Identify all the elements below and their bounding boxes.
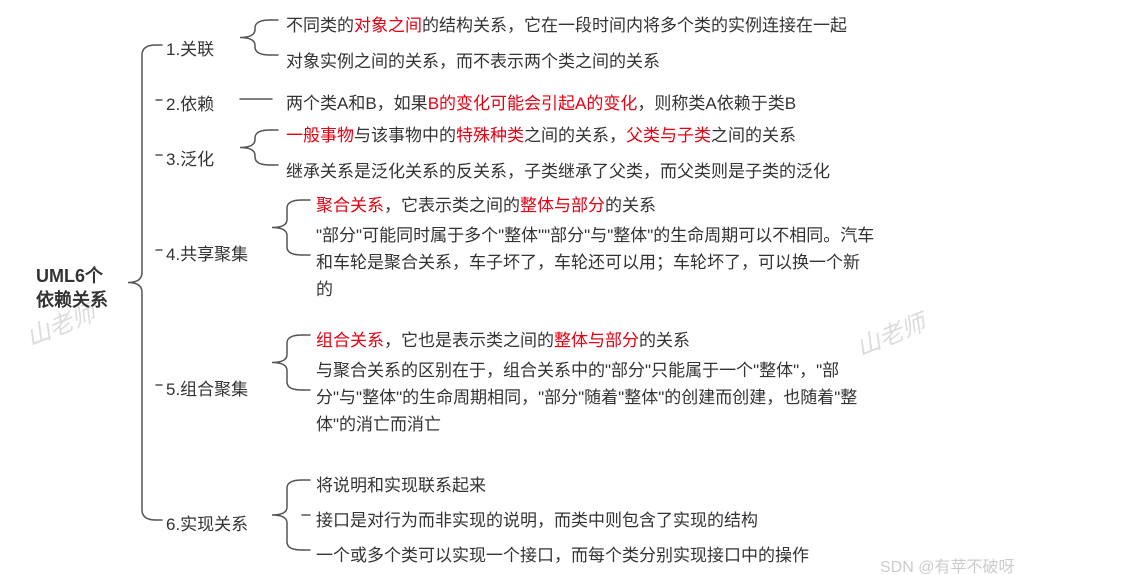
leaf-node: 与聚合关系的区别在于，组合关系中的"部分"只能属于一个"整体"，"部分"与"整体… [316, 357, 896, 439]
root-line1: UML6个 [36, 264, 108, 288]
leaf-text: 一个或多个类可以实现一个接口，而每个类分别实现接口中的操作 [316, 546, 809, 565]
leaf-text-highlight: 整体与部分 [554, 331, 639, 350]
leaf-text: 不同类的 [286, 16, 354, 35]
leaf-text: ，则称类A依赖于类B [637, 94, 796, 113]
leaf-text-highlight: 对象之间 [354, 16, 422, 35]
leaf-text: 与聚合关系的区别在于，组合关系中的"部分"只能属于一个"整体"，"部分"与"整体… [316, 361, 857, 434]
branch-label-text: 2.依赖 [166, 95, 214, 114]
branch-label-text: 6.实现关系 [166, 515, 248, 534]
leaf-node: 聚合关系，它表示类之间的整体与部分的关系 [316, 192, 876, 219]
root-line2: 依赖关系 [36, 288, 108, 312]
leaf-node: 不同类的对象之间的结构关系，它在一段时间内将多个类的实例连接在一起 [286, 12, 1006, 39]
leaf-text: 与该事物中的 [354, 126, 456, 145]
branch-label: 3.泛化 [166, 145, 214, 170]
leaf-node: 一个或多个类可以实现一个接口，而每个类分别实现接口中的操作 [316, 542, 1036, 569]
leaf-text: 继承关系是泛化关系的反关系，子类继承了父类，而父类则是子类的泛化 [286, 162, 830, 181]
leaf-text-highlight: 一般事物 [286, 126, 354, 145]
leaf-text: 的关系 [605, 196, 656, 215]
branch-label-text: 3.泛化 [166, 150, 214, 169]
leaf-node: 将说明和实现联系起来 [316, 472, 1036, 499]
leaf-node: 对象实例之间的关系，而不表示两个类之间的关系 [286, 48, 1006, 75]
leaf-node: 继承关系是泛化关系的反关系，子类继承了父类，而父类则是子类的泛化 [286, 158, 1006, 185]
leaf-node: 组合关系，它也是表示类之间的整体与部分的关系 [316, 327, 896, 354]
leaf-text-highlight: B的变化可能会引起A的变化 [428, 94, 638, 113]
leaf-node: "部分"可能同时属于多个"整体""部分"与"整体"的生命周期可以不相同。汽车和车… [316, 222, 876, 304]
leaf-text: 两个类A和B，如果 [286, 94, 428, 113]
leaf-text: 对象实例之间的关系，而不表示两个类之间的关系 [286, 52, 660, 71]
leaf-text-highlight: 父类与子类 [626, 126, 711, 145]
leaf-node: 两个类A和B，如果B的变化可能会引起A的变化，则称类A依赖于类B [286, 90, 1006, 117]
leaf-text: 的结构关系，它在一段时间内将多个类的实例连接在一起 [422, 16, 847, 35]
leaf-text: 的关系 [639, 331, 690, 350]
root-node: UML6个依赖关系 [36, 264, 108, 313]
leaf-text: ，它也是表示类之间的 [384, 331, 554, 350]
leaf-text: "部分"可能同时属于多个"整体""部分"与"整体"的生命周期可以不相同。汽车和车… [316, 226, 874, 299]
branch-label-text: 5.组合聚集 [166, 380, 248, 399]
leaf-node: 一般事物与该事物中的特殊种类之间的关系，父类与子类之间的关系 [286, 122, 1006, 149]
leaf-text: 接口是对行为而非实现的说明，而类中则包含了实现的结构 [316, 511, 758, 530]
branch-label-text: 4.共享聚集 [166, 245, 248, 264]
leaf-node: 接口是对行为而非实现的说明，而类中则包含了实现的结构 [316, 507, 1036, 534]
leaf-text-highlight: 组合关系 [316, 331, 384, 350]
leaf-text: 之间的关系， [524, 126, 626, 145]
leaf-text-highlight: 聚合关系 [316, 196, 384, 215]
leaf-text: 之间的关系 [711, 126, 796, 145]
branch-label: 5.组合聚集 [166, 375, 248, 400]
leaf-text: ，它表示类之间的 [384, 196, 520, 215]
branch-label: 6.实现关系 [166, 510, 248, 535]
leaf-text: 将说明和实现联系起来 [316, 476, 486, 495]
branch-label: 1.关联 [166, 35, 214, 60]
leaf-text-highlight: 整体与部分 [520, 196, 605, 215]
branch-label-text: 1.关联 [166, 40, 214, 59]
leaf-text-highlight: 特殊种类 [456, 126, 524, 145]
branch-label: 2.依赖 [166, 90, 214, 115]
branch-label: 4.共享聚集 [166, 240, 248, 265]
